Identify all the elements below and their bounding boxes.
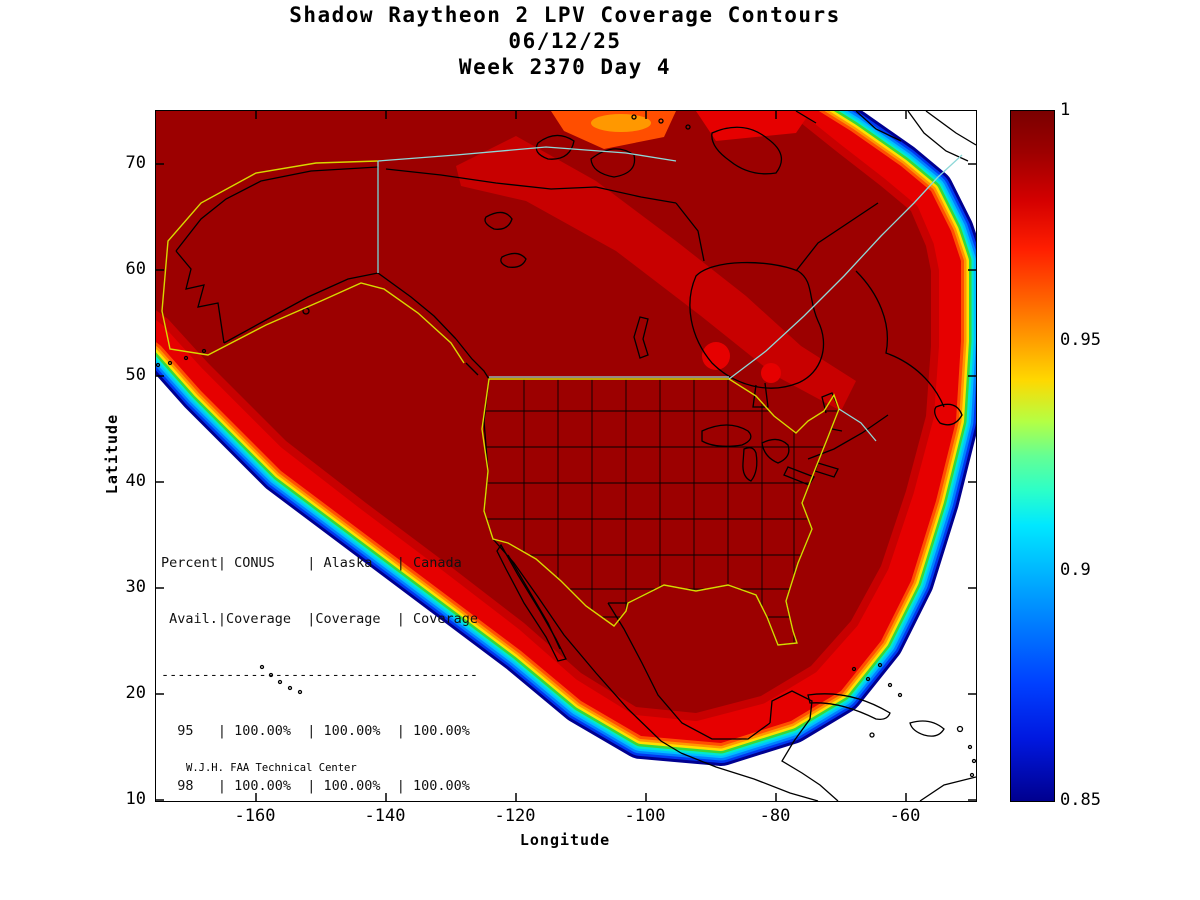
plot-date: 06/12/25 xyxy=(508,29,622,53)
y-tick-40: 40 xyxy=(125,471,146,491)
colorbar-tick-1: 1 xyxy=(1060,100,1071,120)
mid-coverage-streak xyxy=(456,136,856,411)
top-edge-dip-core xyxy=(591,114,651,132)
y-tick-20: 20 xyxy=(125,683,146,703)
x-tick-n60: -60 xyxy=(889,806,921,826)
coverage-map xyxy=(156,111,976,801)
state-lines xyxy=(482,379,839,645)
colorbar-tick-095: 0.95 xyxy=(1060,330,1101,350)
plot-week-day: Week 2370 Day 4 xyxy=(458,55,672,79)
x-tick-n100: -100 xyxy=(624,806,666,826)
title-block: Shadow Raytheon 2 LPV Coverage Contours … xyxy=(0,2,1130,80)
coverage-dip-spot xyxy=(702,342,730,370)
conus-border xyxy=(481,378,840,646)
tick-marks xyxy=(156,111,976,801)
colorbar xyxy=(1010,110,1055,802)
credit-block: W.J.H. FAA Technical Center WAAS Test Te… xyxy=(186,736,357,802)
contour-field xyxy=(156,111,976,766)
credit-line-1: W.J.H. FAA Technical Center xyxy=(186,762,357,774)
y-tick-60: 60 xyxy=(125,259,146,279)
table-header-row: Percent| CONUS | Alaska | Canada xyxy=(161,555,462,572)
y-tick-10: 10 xyxy=(125,789,146,809)
contour-fill-max xyxy=(156,111,931,713)
x-tick-n140: -140 xyxy=(364,806,406,826)
colorbar-tick-09: 0.9 xyxy=(1060,560,1091,580)
credit-line-2: WAAS Test Team xyxy=(186,801,357,802)
table-header-row-2: Avail.|Coverage |Coverage | Coverage xyxy=(161,610,478,627)
alaska-border xyxy=(161,160,465,364)
y-tick-30: 30 xyxy=(125,577,146,597)
y-tick-70: 70 xyxy=(125,153,146,173)
table-row: 95 | 100.00% | 100.00% | 100.00% xyxy=(161,722,470,739)
x-axis-label: Longitude xyxy=(519,831,611,849)
coverage-dip-spot-2 xyxy=(761,363,781,383)
plot-title: Shadow Raytheon 2 LPV Coverage Contours xyxy=(289,3,841,27)
top-edge-dip-red xyxy=(696,111,811,141)
x-tick-n160: -160 xyxy=(234,806,276,826)
x-tick-n80: -80 xyxy=(759,806,791,826)
colorbar-tick-085: 0.85 xyxy=(1060,790,1101,810)
y-tick-50: 50 xyxy=(125,365,146,385)
table-divider: --------------------------------------- xyxy=(161,666,478,683)
fir-boundary-line xyxy=(377,146,963,442)
table-row: 98 | 100.00% | 100.00% | 100.00% xyxy=(161,778,470,795)
availability-table: Percent| CONUS | Alaska | Canada Avail.|… xyxy=(161,517,478,801)
x-tick-n120: -120 xyxy=(494,806,536,826)
map-plot-axes: Percent| CONUS | Alaska | Canada Avail.|… xyxy=(155,110,977,802)
y-axis-label: Latitude xyxy=(103,413,121,495)
